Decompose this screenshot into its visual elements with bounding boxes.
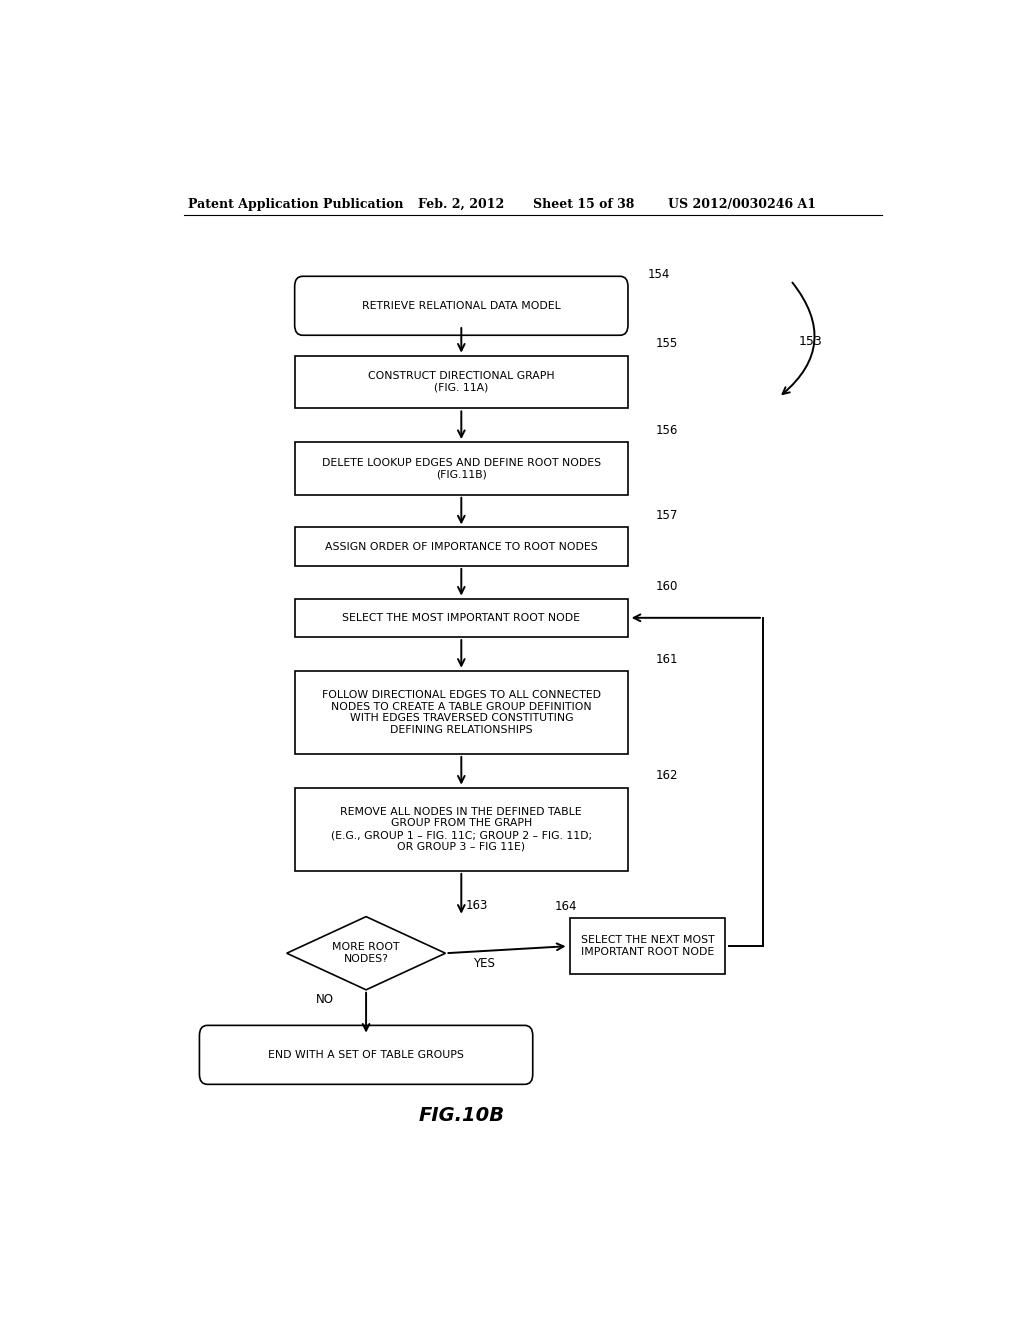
Text: Patent Application Publication: Patent Application Publication xyxy=(187,198,403,211)
Text: DELETE LOOKUP EDGES AND DEFINE ROOT NODES
(FIG.11B): DELETE LOOKUP EDGES AND DEFINE ROOT NODE… xyxy=(322,458,601,479)
Text: FIG.10B: FIG.10B xyxy=(418,1106,505,1126)
Text: 163: 163 xyxy=(465,899,487,912)
Bar xyxy=(295,528,628,566)
Bar xyxy=(295,788,628,871)
FancyBboxPatch shape xyxy=(200,1026,532,1084)
Bar xyxy=(295,355,628,408)
Text: SELECT THE NEXT MOST
IMPORTANT ROOT NODE: SELECT THE NEXT MOST IMPORTANT ROOT NODE xyxy=(581,936,715,957)
Text: CONSTRUCT DIRECTIONAL GRAPH
(FIG. 11A): CONSTRUCT DIRECTIONAL GRAPH (FIG. 11A) xyxy=(368,371,555,393)
FancyBboxPatch shape xyxy=(295,276,628,335)
Text: NO: NO xyxy=(315,994,334,1006)
Text: 155: 155 xyxy=(655,338,678,351)
Text: YES: YES xyxy=(473,957,495,970)
Text: 153: 153 xyxy=(799,335,822,348)
Bar xyxy=(295,671,628,754)
Text: Sheet 15 of 38: Sheet 15 of 38 xyxy=(532,198,634,211)
Text: 164: 164 xyxy=(555,900,578,913)
Text: 161: 161 xyxy=(655,652,678,665)
Text: 156: 156 xyxy=(655,424,678,437)
Text: ASSIGN ORDER OF IMPORTANCE TO ROOT NODES: ASSIGN ORDER OF IMPORTANCE TO ROOT NODES xyxy=(325,541,598,552)
Bar xyxy=(295,442,628,495)
Text: FOLLOW DIRECTIONAL EDGES TO ALL CONNECTED
NODES TO CREATE A TABLE GROUP DEFINITI: FOLLOW DIRECTIONAL EDGES TO ALL CONNECTE… xyxy=(322,690,601,735)
Text: RETRIEVE RELATIONAL DATA MODEL: RETRIEVE RELATIONAL DATA MODEL xyxy=(361,301,561,310)
Bar xyxy=(295,598,628,638)
Text: Feb. 2, 2012: Feb. 2, 2012 xyxy=(418,198,504,211)
Polygon shape xyxy=(287,916,445,990)
Text: 154: 154 xyxy=(648,268,670,281)
Text: SELECT THE MOST IMPORTANT ROOT NODE: SELECT THE MOST IMPORTANT ROOT NODE xyxy=(342,612,581,623)
Text: 162: 162 xyxy=(655,770,678,783)
FancyArrowPatch shape xyxy=(782,282,814,395)
Text: 157: 157 xyxy=(655,510,678,523)
Text: REMOVE ALL NODES IN THE DEFINED TABLE
GROUP FROM THE GRAPH
(E.G., GROUP 1 – FIG.: REMOVE ALL NODES IN THE DEFINED TABLE GR… xyxy=(331,807,592,851)
Text: MORE ROOT
NODES?: MORE ROOT NODES? xyxy=(333,942,399,964)
Text: US 2012/0030246 A1: US 2012/0030246 A1 xyxy=(668,198,816,211)
Text: END WITH A SET OF TABLE GROUPS: END WITH A SET OF TABLE GROUPS xyxy=(268,1049,464,1060)
Text: 160: 160 xyxy=(655,581,678,594)
Bar xyxy=(570,919,725,974)
